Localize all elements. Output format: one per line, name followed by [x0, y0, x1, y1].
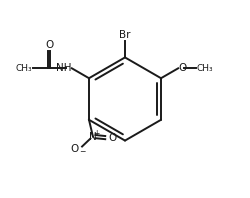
- Text: +: +: [93, 129, 100, 138]
- Text: Br: Br: [119, 30, 131, 40]
- Text: O: O: [45, 40, 54, 50]
- Text: O: O: [179, 63, 187, 73]
- Text: NH: NH: [56, 63, 71, 73]
- Text: CH₃: CH₃: [196, 64, 213, 73]
- Text: N: N: [89, 132, 97, 142]
- Text: O: O: [108, 133, 117, 143]
- Text: O: O: [70, 144, 79, 153]
- Text: −: −: [79, 147, 86, 156]
- Text: CH₃: CH₃: [16, 64, 32, 73]
